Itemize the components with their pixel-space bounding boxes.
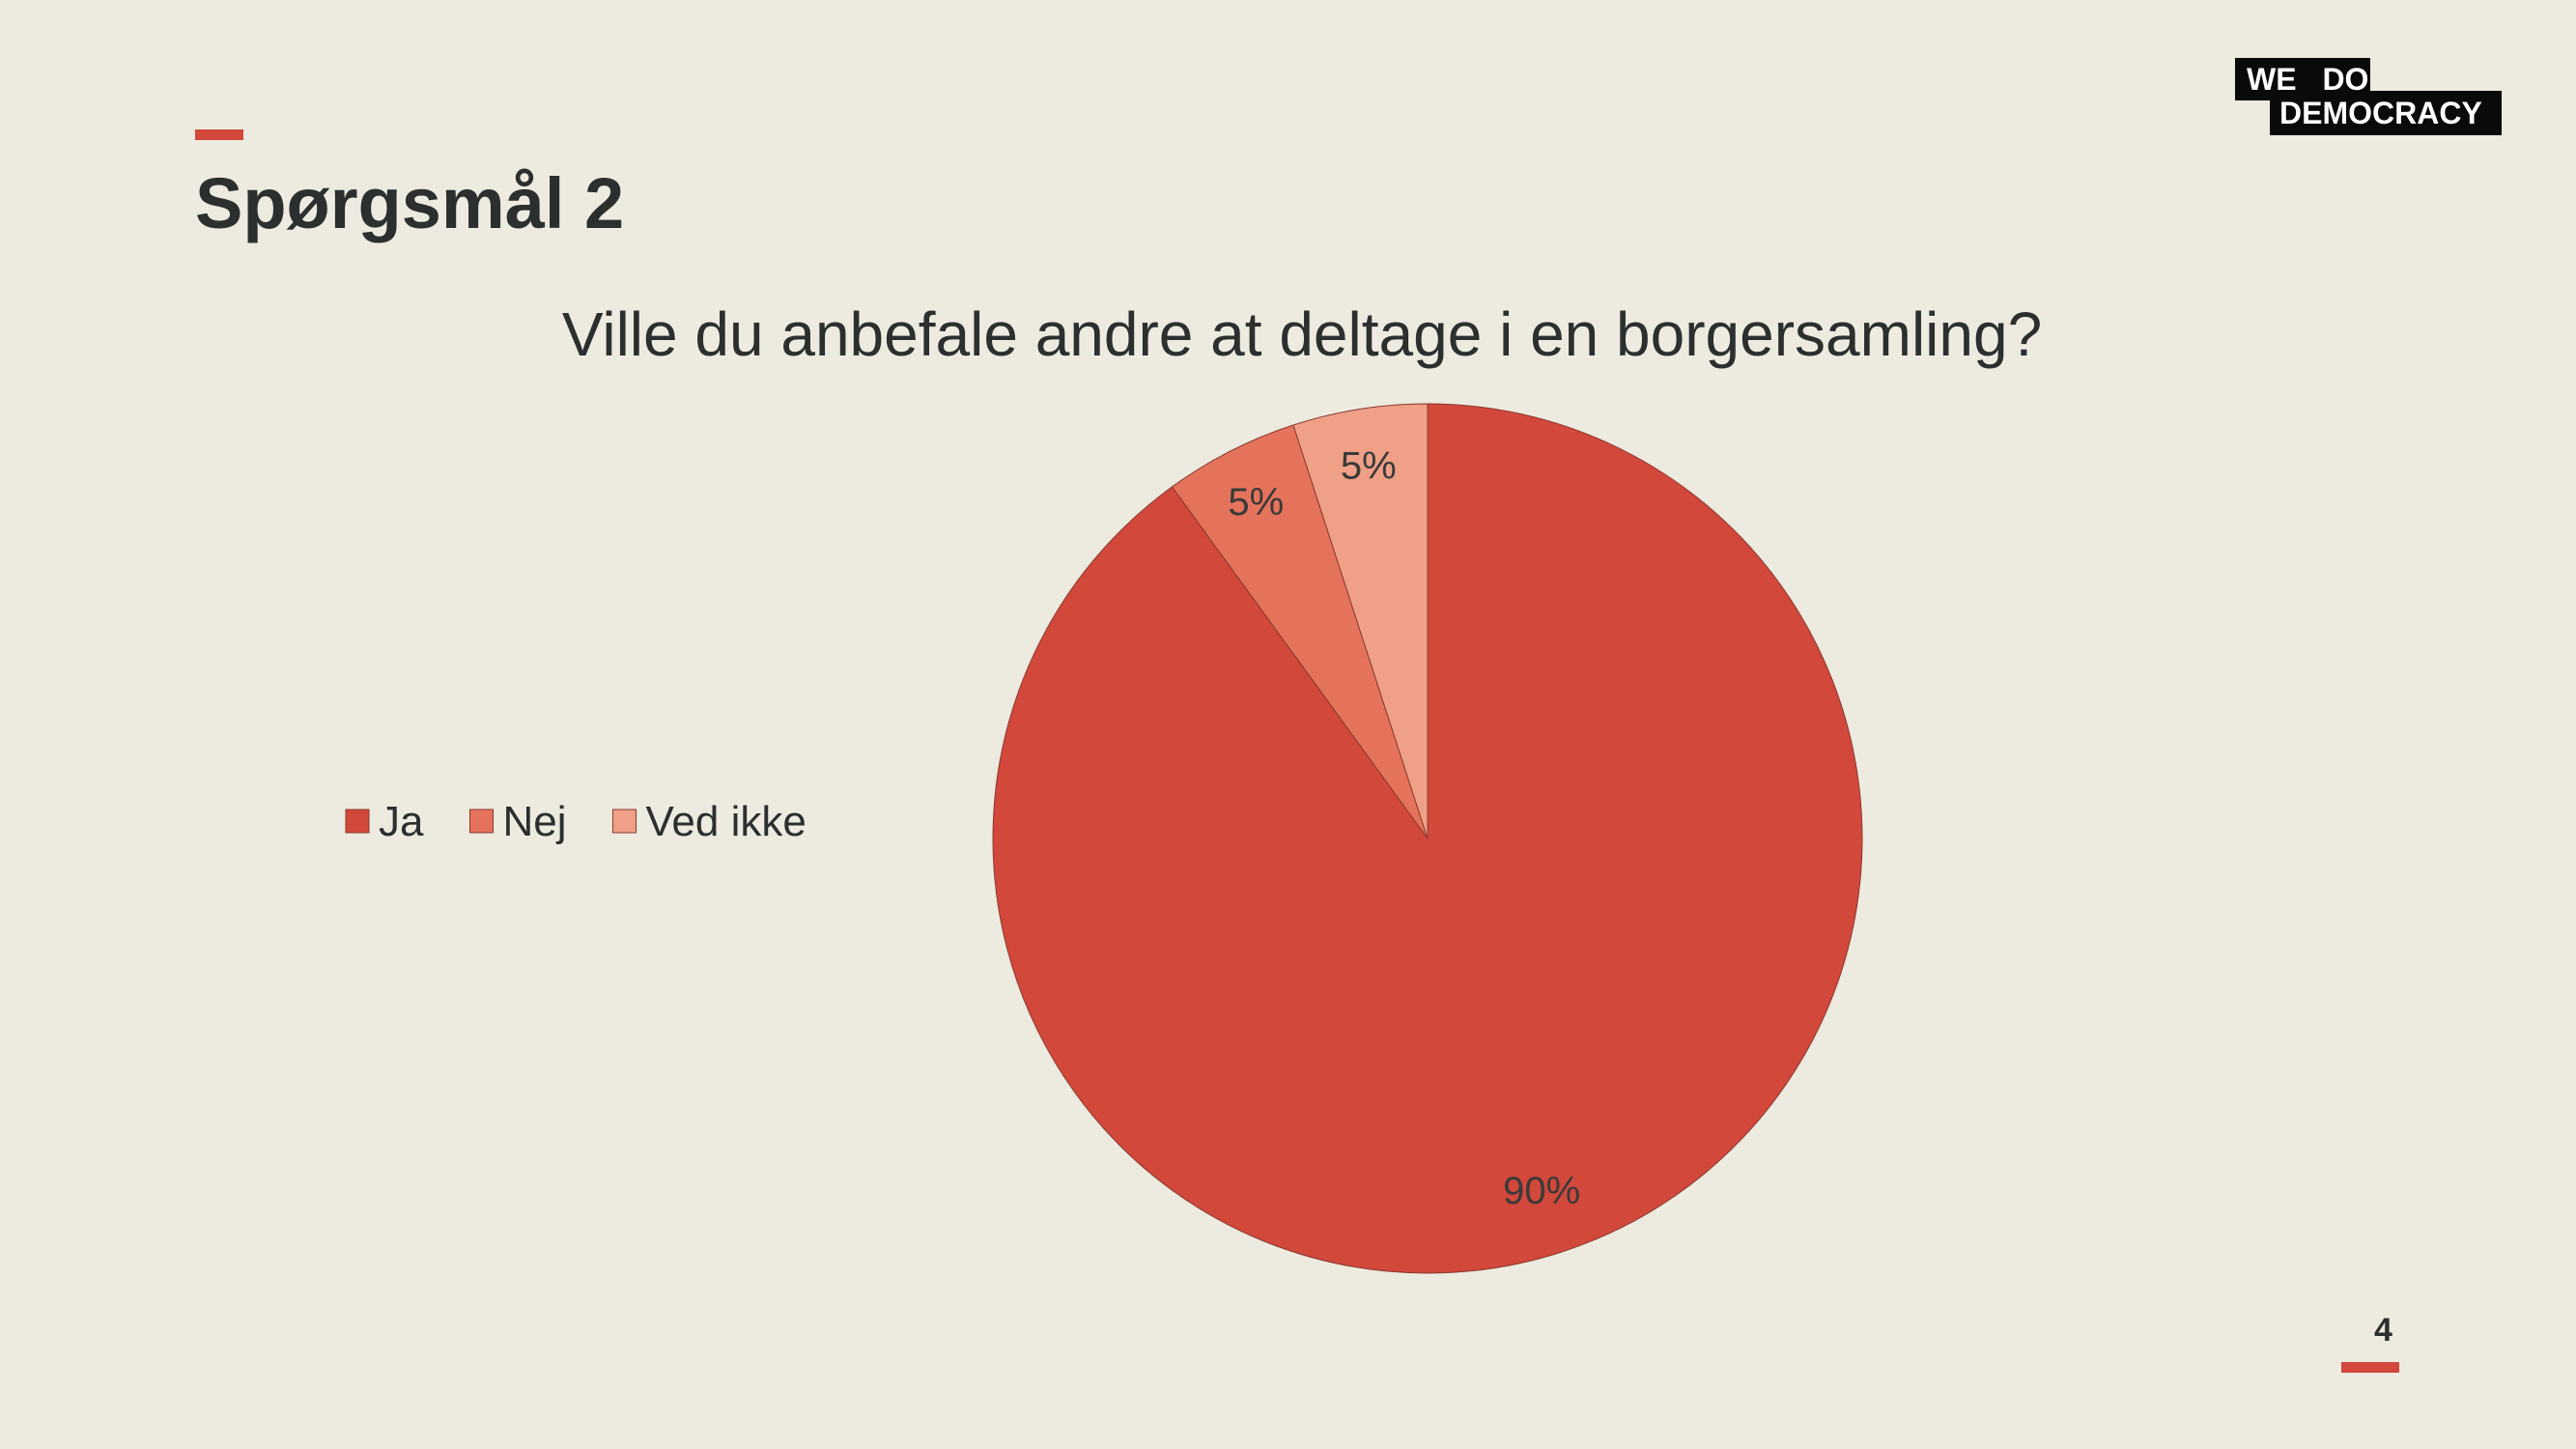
chart-title: Ville du anbefale andre at deltage i en … bbox=[562, 299, 2042, 369]
pie-slice-ved-ikke bbox=[1292, 403, 1429, 839]
logo-line-2: DEMOCRACY bbox=[2270, 91, 2502, 135]
legend-item-ja: Ja bbox=[345, 798, 424, 845]
pie-data-labels: 90% 5% 5% bbox=[1228, 444, 1580, 1211]
slide-title: Spørgsmål 2 bbox=[195, 163, 625, 243]
data-label-nej: 5% bbox=[1228, 481, 1284, 524]
title-accent-bar bbox=[195, 129, 243, 140]
data-label-ved-ikke: 5% bbox=[1341, 444, 1397, 487]
page-accent-bar bbox=[2341, 1362, 2399, 1373]
legend-label-ved-ikke: Ved ikke bbox=[646, 798, 807, 845]
pie-slices bbox=[992, 403, 1863, 1274]
chart-legend: Ja Nej Ved ikke bbox=[345, 798, 807, 845]
legend-label-nej: Nej bbox=[502, 798, 566, 845]
data-label-ja: 90% bbox=[1503, 1170, 1580, 1212]
page-number: 4 bbox=[2374, 1312, 2392, 1349]
legend-item-ved-ikke: Ved ikke bbox=[612, 798, 807, 845]
legend-item-nej: Nej bbox=[468, 798, 567, 845]
legend-label-ja: Ja bbox=[379, 798, 424, 845]
legend-swatch-nej bbox=[468, 809, 494, 834]
legend-swatch-ved-ikke bbox=[612, 809, 637, 834]
legend-swatch-ja bbox=[345, 809, 370, 834]
we-do-democracy-logo: WE DO DEMOCRACY bbox=[2235, 58, 2502, 137]
